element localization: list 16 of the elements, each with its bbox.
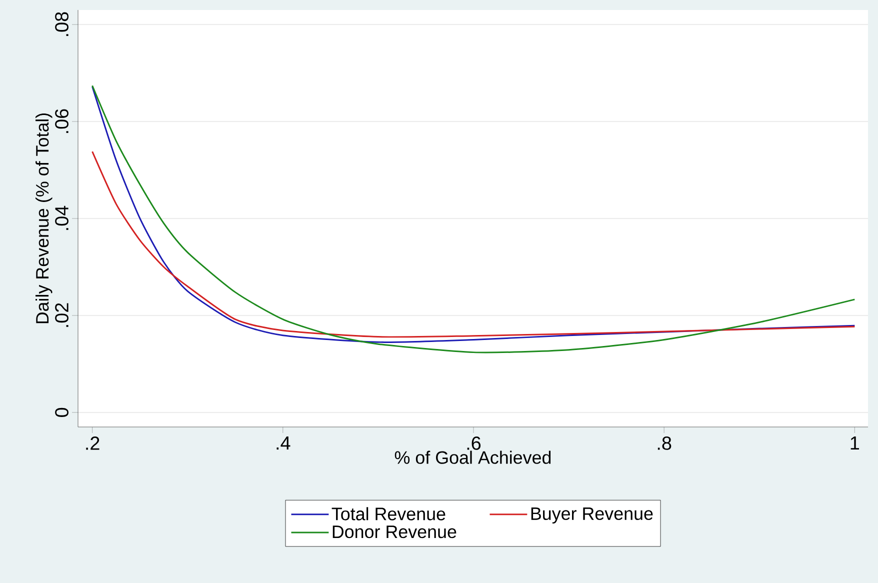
legend-label: Buyer Revenue — [531, 507, 653, 524]
x-tick-label: .2 — [86, 436, 100, 450]
x-axis-title: % of Goal Achieved — [394, 450, 551, 464]
line-series — [92, 150, 856, 338]
y-tick-label: 0 — [55, 408, 68, 417]
legend-label: Donor Revenue — [332, 526, 456, 538]
x-tick-label: .8 — [658, 436, 672, 450]
y-tick-label: .04 — [55, 206, 68, 230]
y-tick-label: .06 — [55, 109, 68, 133]
legend-label: Total Revenue — [332, 507, 446, 520]
x-tick-label: 1 — [850, 436, 859, 450]
y-tick-label: .02 — [55, 303, 68, 327]
y-tick-label: .08 — [55, 12, 68, 36]
y-axis-title: Daily Revenue (% of Total) — [36, 113, 52, 324]
x-tick-label: .6 — [467, 436, 481, 450]
x-tick-label: .4 — [276, 436, 290, 450]
